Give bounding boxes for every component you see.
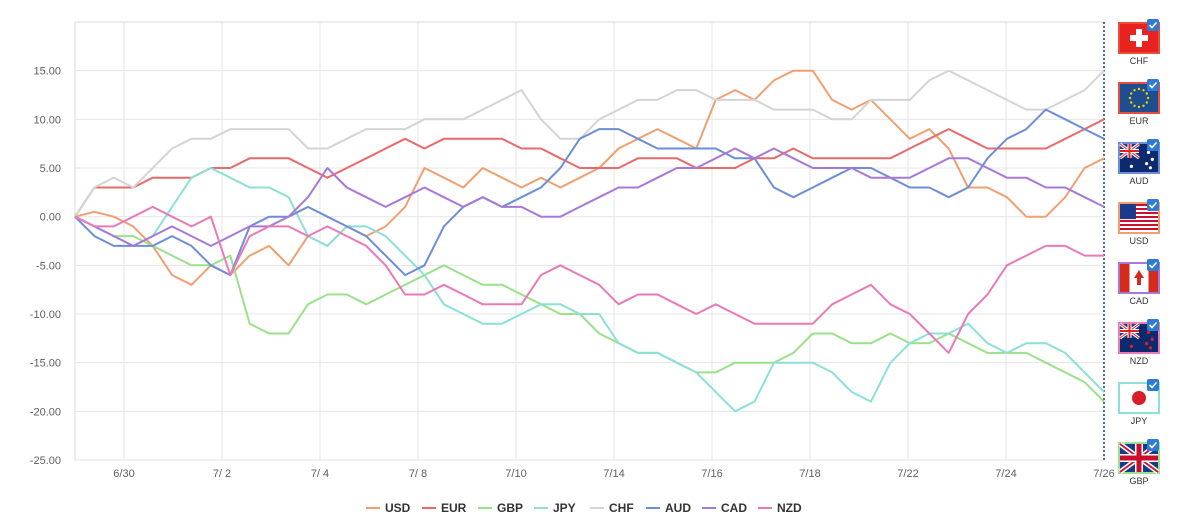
legend-item-cad[interactable]: CAD (721, 501, 747, 515)
flag-border (1118, 382, 1160, 414)
checkbox-checked-icon[interactable] (1147, 79, 1159, 91)
legend-item-aud[interactable]: AUD (665, 501, 691, 515)
series-eur-line (74, 118, 1105, 218)
currency-code-label: NZD (1130, 356, 1149, 366)
legend-item-nzd[interactable]: NZD (777, 501, 802, 515)
currency-toggle-chf[interactable]: CHF (1118, 19, 1160, 66)
y-tick-label: -20.00 (30, 406, 61, 418)
series-lines (74, 69, 1105, 413)
currency-panel: CHF EUR AUD USD CAD NZD JPY GBP (1118, 19, 1160, 486)
x-tick-label: 7/24 (995, 468, 1016, 480)
x-tick-label: 7/18 (799, 468, 820, 480)
x-tick-label: 7/26 (1093, 468, 1114, 480)
checkbox-checked-icon[interactable] (1147, 19, 1159, 31)
y-tick-label: 10.00 (33, 114, 61, 126)
x-tick-label: 7/14 (603, 468, 624, 480)
y-tick-label: 5.00 (40, 163, 61, 175)
flag-border (1118, 142, 1160, 174)
y-tick-label: -25.00 (30, 455, 61, 467)
x-tick-label: 7/ 4 (311, 468, 329, 480)
checkbox-checked-icon[interactable] (1147, 199, 1159, 211)
checkbox-checked-icon[interactable] (1147, 259, 1159, 271)
series-aud-line (74, 108, 1105, 277)
legend-item-chf[interactable]: CHF (609, 501, 634, 515)
currency-toggle-eur[interactable]: EUR (1118, 79, 1160, 126)
currency-toggle-aud[interactable]: AUD (1118, 139, 1160, 186)
currency-toggle-jpy[interactable]: JPY (1118, 379, 1160, 426)
legend-item-gbp[interactable]: GBP (497, 501, 523, 515)
us-flag-icon (1120, 204, 1158, 232)
legend-item-jpy[interactable]: JPY (553, 501, 576, 515)
y-tick-label: 0.00 (40, 212, 61, 224)
currency-toggle-nzd[interactable]: NZD (1118, 319, 1160, 366)
grid (74, 21, 1105, 461)
x-tick-label: 7/16 (701, 468, 722, 480)
y-tick-label: -10.00 (30, 309, 61, 321)
x-tick-label: 7/10 (505, 468, 526, 480)
x-tick-label: 7/ 8 (409, 468, 427, 480)
y-axis: 15.00 10.00 5.00 0.00 -5.00 -10.00 -15.00 -20.0… (30, 66, 61, 467)
y-tick-label: -5.00 (36, 260, 61, 272)
currency-code-label: USD (1129, 236, 1149, 246)
x-tick-label: 6/30 (113, 468, 134, 480)
legend-item-usd[interactable]: USD (385, 501, 411, 515)
flag-border (1118, 442, 1160, 474)
checkbox-checked-icon[interactable] (1147, 139, 1159, 151)
flag-border (1118, 202, 1160, 234)
jp-flag-icon (1120, 384, 1158, 412)
series-gbp-line (74, 215, 1105, 403)
plot-frame (74, 21, 1105, 461)
currency-toggle-usd[interactable]: USD (1118, 199, 1160, 246)
checkbox-checked-icon[interactable] (1147, 439, 1159, 451)
currency-code-label: AUD (1129, 176, 1149, 186)
flag-border (1118, 82, 1160, 114)
flag-border (1118, 22, 1160, 54)
y-tick-label: -15.00 (30, 358, 61, 370)
currency-code-label: EUR (1129, 116, 1149, 126)
x-tick-label: 7/22 (897, 468, 918, 480)
currency-toggle-gbp[interactable]: GBP (1118, 439, 1160, 486)
flag-border (1118, 322, 1160, 354)
legend-item-eur[interactable]: EUR (441, 501, 467, 515)
legend: USD EUR GBP JPY CHF AUD CAD NZD (366, 501, 802, 515)
series-usd-line (74, 69, 1105, 286)
currency-code-label: CAD (1129, 296, 1149, 306)
nz-flag-icon (1119, 322, 1158, 352)
flag-border (1118, 262, 1160, 294)
checkbox-checked-icon[interactable] (1147, 319, 1159, 331)
series-cad-line (74, 147, 1105, 247)
checkbox-checked-icon[interactable] (1147, 379, 1159, 391)
series-jpy-line (74, 167, 1105, 413)
currency-code-label: CHF (1130, 56, 1149, 66)
x-tick-label: 7/ 2 (213, 468, 231, 480)
y-tick-label: 15.00 (33, 66, 61, 78)
currency-toggle-cad[interactable]: CAD (1118, 259, 1160, 306)
x-axis: 6/30 7/ 2 7/ 4 7/ 8 7/10 7/14 7/16 7/18 7/22 7/24… (113, 22, 1115, 480)
series-chf-line (74, 69, 1105, 218)
series-nzd-line (74, 205, 1104, 354)
currency-code-label: JPY (1131, 416, 1148, 426)
currency-code-label: GBP (1129, 476, 1148, 486)
